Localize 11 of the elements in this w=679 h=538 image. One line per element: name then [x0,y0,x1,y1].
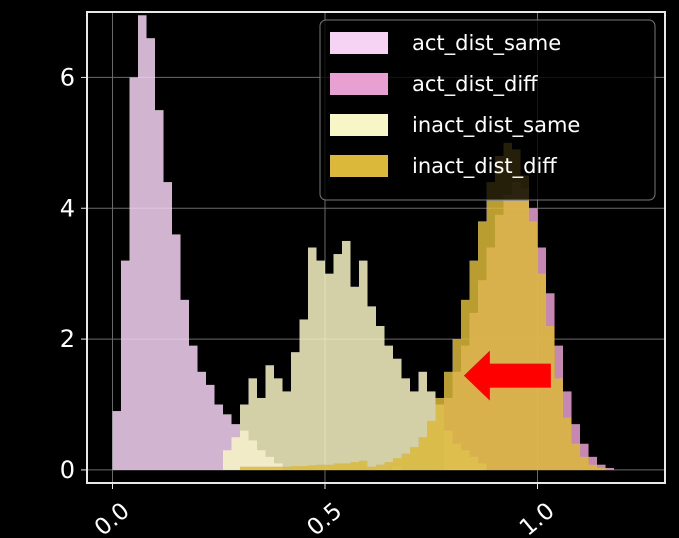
y-tick-label: 0 [60,456,75,484]
y-tick-label: 2 [60,325,75,354]
legend-label: act_dist_diff [412,72,538,96]
x-tick-label: 0.0 [90,498,135,538]
legend-label: act_dist_same [412,31,562,55]
x-tick-label: 0.5 [302,498,348,538]
y-tick-label: 6 [60,63,75,92]
x-tick-label: 1.0 [514,498,560,538]
legend-label: inact_dist_same [412,113,580,137]
y-tick-label: 4 [60,194,75,222]
legend-label: inact_dist_diff [412,154,558,178]
